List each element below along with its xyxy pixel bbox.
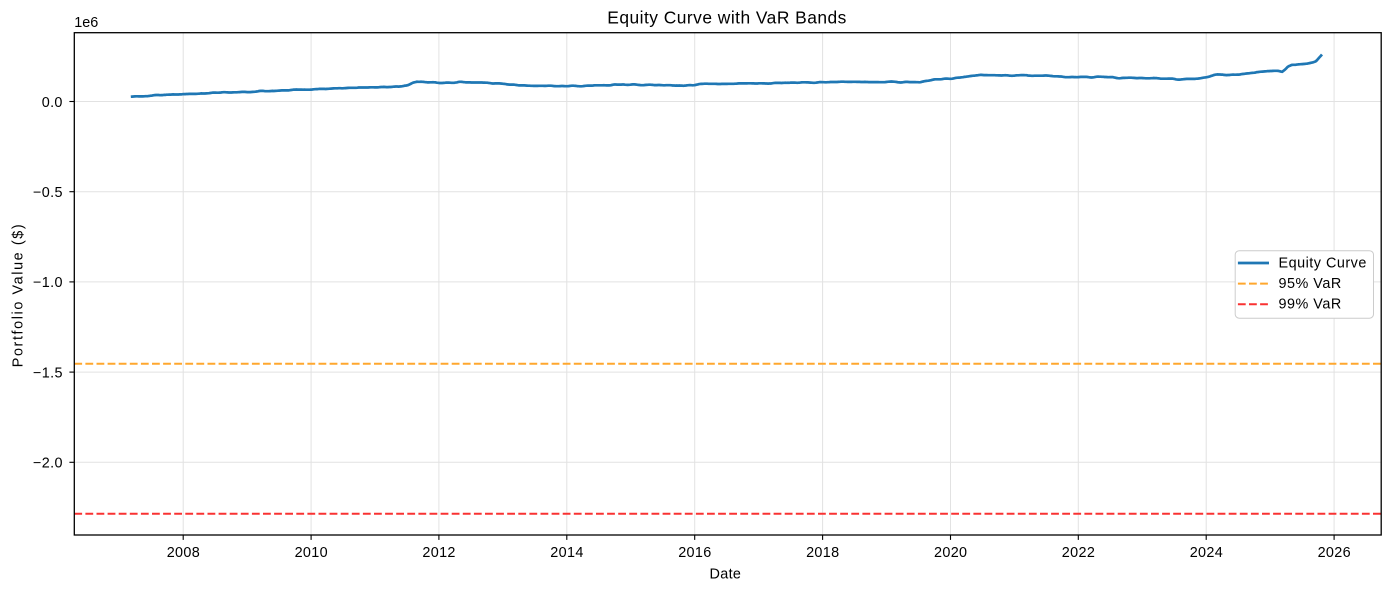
svg-text:2022: 2022	[1062, 545, 1095, 561]
svg-text:2024: 2024	[1190, 545, 1223, 561]
svg-text:2020: 2020	[934, 545, 967, 561]
svg-text:−1.5: −1.5	[33, 365, 63, 381]
svg-text:2008: 2008	[167, 545, 200, 561]
svg-text:2018: 2018	[806, 545, 839, 561]
svg-text:1e6: 1e6	[74, 15, 98, 31]
svg-text:−1.0: −1.0	[33, 275, 63, 291]
svg-text:Equity Curve with VaR Bands: Equity Curve with VaR Bands	[607, 7, 847, 27]
svg-text:2014: 2014	[550, 545, 583, 561]
svg-text:Equity Curve: Equity Curve	[1279, 255, 1367, 271]
svg-text:2026: 2026	[1318, 545, 1351, 561]
svg-text:−0.5: −0.5	[33, 185, 63, 201]
svg-text:Date: Date	[709, 567, 741, 583]
svg-text:2012: 2012	[422, 545, 455, 561]
svg-text:2016: 2016	[678, 545, 711, 561]
svg-text:0.0: 0.0	[42, 95, 63, 111]
svg-text:95% VaR: 95% VaR	[1279, 276, 1342, 292]
svg-text:Portfolio Value ($): Portfolio Value ($)	[10, 223, 26, 368]
svg-text:2010: 2010	[295, 545, 328, 561]
svg-text:99% VaR: 99% VaR	[1279, 297, 1342, 313]
svg-text:−2.0: −2.0	[33, 456, 63, 472]
